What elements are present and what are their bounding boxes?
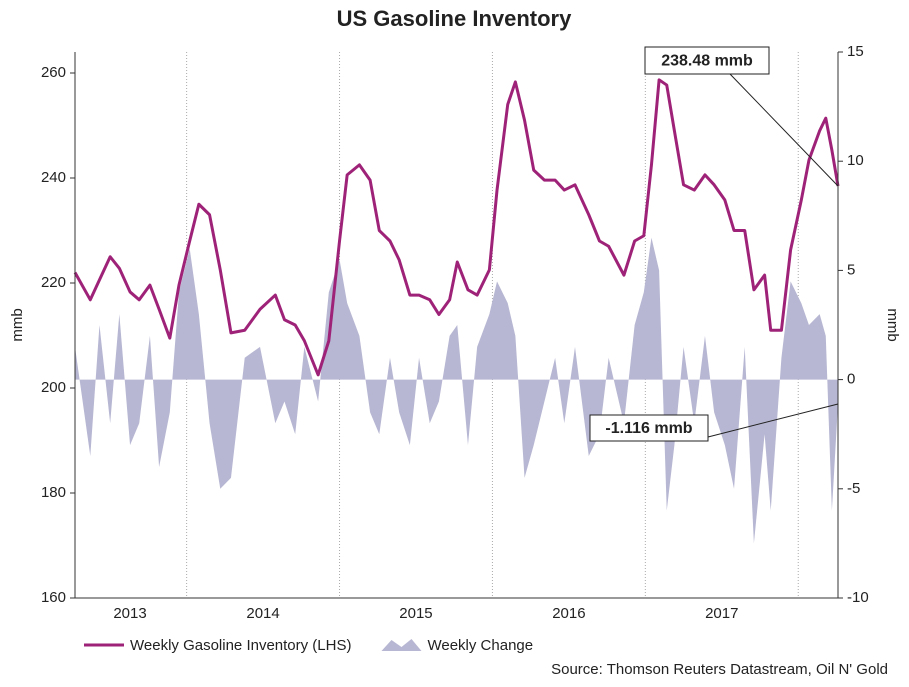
y-tick-label: 240 — [41, 169, 66, 186]
source-note: Source: Thomson Reuters Datastream, Oil … — [551, 661, 888, 678]
legend-swatch — [381, 639, 422, 651]
y2-axis-label: mmb — [884, 308, 901, 341]
area — [75, 237, 838, 544]
y2-tick-label: 15 — [847, 43, 864, 60]
y2-tick-label: -5 — [847, 480, 860, 497]
annotation-box — [589, 414, 709, 442]
annotation-box — [644, 46, 770, 75]
y2-tick-label: -10 — [847, 589, 869, 606]
annotation-text: -1.116 mmb — [605, 420, 692, 437]
legend-label: Weekly Gasoline Inventory (LHS) — [130, 637, 351, 654]
annotation-leader — [729, 73, 839, 187]
annotation-text: 238.48 mmb — [661, 53, 753, 70]
x-tick-label: 2016 — [552, 605, 585, 622]
y-tick-label: 160 — [41, 589, 66, 606]
y-tick-label: 260 — [41, 64, 66, 81]
x-tick-label: 2013 — [113, 605, 146, 622]
y-tick-label: 180 — [41, 484, 66, 501]
legend-label: Weekly Change — [427, 637, 533, 654]
y2-tick-label: 5 — [847, 261, 855, 278]
y-tick-label: 200 — [41, 379, 66, 396]
y-axis-label: mmb — [9, 308, 26, 341]
y-tick-label: 220 — [41, 274, 66, 291]
x-tick-label: 2017 — [705, 605, 738, 622]
chart-title: US Gasoline Inventory — [337, 6, 572, 31]
annotation-leader — [707, 403, 839, 438]
line — [73, 78, 840, 377]
y2-tick-label: 10 — [847, 152, 864, 169]
y2-tick-label: 0 — [847, 371, 855, 388]
x-tick-label: 2014 — [246, 605, 279, 622]
x-tick-label: 2015 — [399, 605, 432, 622]
